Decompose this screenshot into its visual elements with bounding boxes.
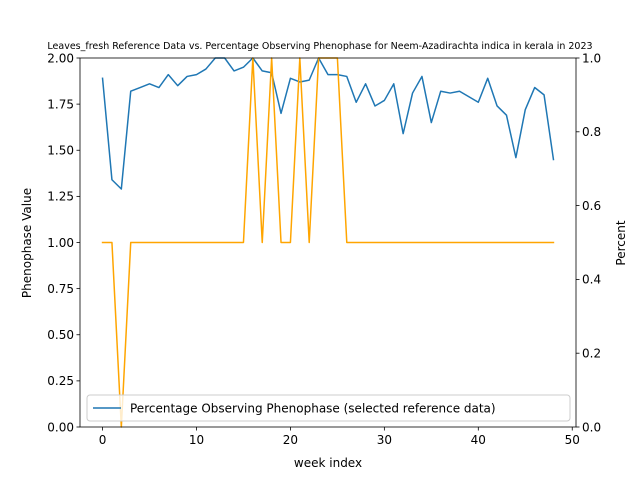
percentage-observing-line — [101, 57, 555, 190]
y-left-tick-label: 0.50 — [47, 328, 74, 342]
y-right-tick-label: 0.0 — [582, 420, 601, 434]
chart-title: Leaves_fresh Reference Data vs. Percenta… — [47, 41, 592, 52]
x-axis-label: week index — [294, 456, 362, 470]
y-left-tick-label: 0.25 — [47, 374, 74, 388]
x-tick-label: 0 — [99, 433, 107, 447]
y-left-tick-label: 0.00 — [47, 420, 74, 434]
legend-box — [86, 394, 571, 422]
y-left-tick-label: 1.25 — [47, 190, 74, 204]
y-left-tick-label: 1.75 — [47, 97, 74, 111]
y-left-tick-label: 1.00 — [47, 236, 74, 250]
x-tick-label: 10 — [189, 433, 204, 447]
y-right-tick-label: 0.4 — [582, 273, 601, 287]
y-right-tick-label: 0.6 — [582, 199, 601, 213]
y-axis-right-label: Percent — [614, 220, 628, 265]
y-left-tick-label: 2.00 — [47, 51, 74, 65]
legend-label: Percentage Observing Phenophase (selecte… — [130, 402, 496, 416]
plot-area: 0 10 20 30 40 50 0.00 0.25 0.50 0.75 1.00 1.25 1.50 1… — [47, 51, 601, 447]
y-axis-left-label: Phenophase Value — [20, 188, 34, 298]
x-tick-label: 40 — [471, 433, 486, 447]
reference-data-line — [101, 57, 555, 428]
y-right-tick-label: 0.8 — [582, 125, 601, 139]
y-left-tick-label: 1.50 — [47, 144, 74, 158]
x-tick-label: 50 — [565, 433, 580, 447]
x-tick-label: 20 — [283, 433, 298, 447]
y-left-tick-label: 0.75 — [47, 282, 74, 296]
x-tick-label: 30 — [377, 433, 392, 447]
y-right-tick-label: 0.2 — [582, 347, 601, 361]
y-right-tick-label: 1.0 — [582, 51, 601, 65]
legend: Percentage Observing Phenophase (selecte… — [86, 394, 571, 422]
